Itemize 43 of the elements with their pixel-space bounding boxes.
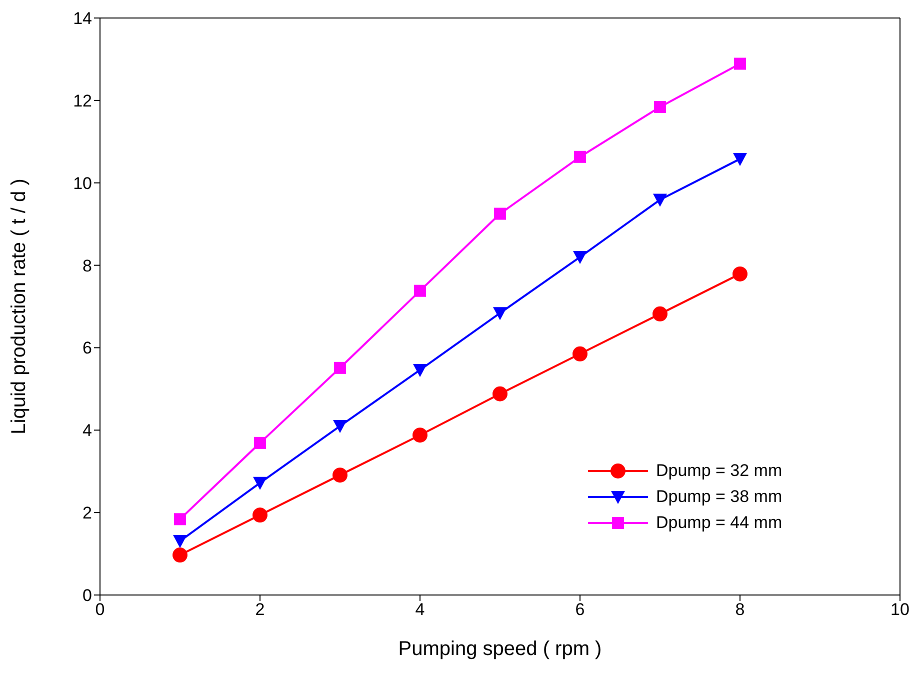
point <box>494 208 506 220</box>
x-tick-label: 2 <box>255 600 265 620</box>
point <box>412 428 428 443</box>
legend-label: Dpump = 32 mm <box>656 461 782 481</box>
y-tick-label: 2 <box>82 504 92 523</box>
x-axis-title: Pumping speed ( rpm ) <box>398 638 602 660</box>
point <box>252 508 268 523</box>
point <box>573 251 587 264</box>
point <box>334 362 346 374</box>
point <box>734 58 746 70</box>
point <box>172 548 188 563</box>
point <box>492 386 508 402</box>
y-tick-label: 14 <box>73 9 92 28</box>
x-tick-label: 6 <box>575 600 585 620</box>
point <box>414 284 426 297</box>
point <box>333 420 347 434</box>
point <box>653 194 667 207</box>
x-tick-label: 8 <box>735 600 745 620</box>
point <box>572 346 588 362</box>
point <box>174 513 186 526</box>
point <box>574 150 586 163</box>
point <box>654 101 666 114</box>
y-tick-label: 6 <box>82 338 92 358</box>
point <box>733 152 747 166</box>
point <box>254 436 266 449</box>
x-tick-label: 0 <box>95 600 105 620</box>
legend-label: Dpump = 44 mm <box>656 513 782 533</box>
y-tick-label: 4 <box>82 421 92 440</box>
y-tick-label: 0 <box>82 586 92 606</box>
x-tick-label: 10 <box>890 600 910 620</box>
point <box>652 306 668 322</box>
x-tick-label: 4 <box>415 600 425 620</box>
legend-label: Dpump = 38 mm <box>656 487 782 507</box>
y-axis-title: Liquid production rate ( t / d ) <box>8 178 30 434</box>
point <box>173 535 187 548</box>
y-tick-label: 8 <box>82 256 92 276</box>
point <box>413 364 427 377</box>
point <box>493 307 507 320</box>
point <box>253 476 267 490</box>
point <box>332 468 348 483</box>
point <box>732 266 748 282</box>
y-tick-label: 10 <box>73 174 92 193</box>
y-tick-label: 12 <box>73 91 92 110</box>
